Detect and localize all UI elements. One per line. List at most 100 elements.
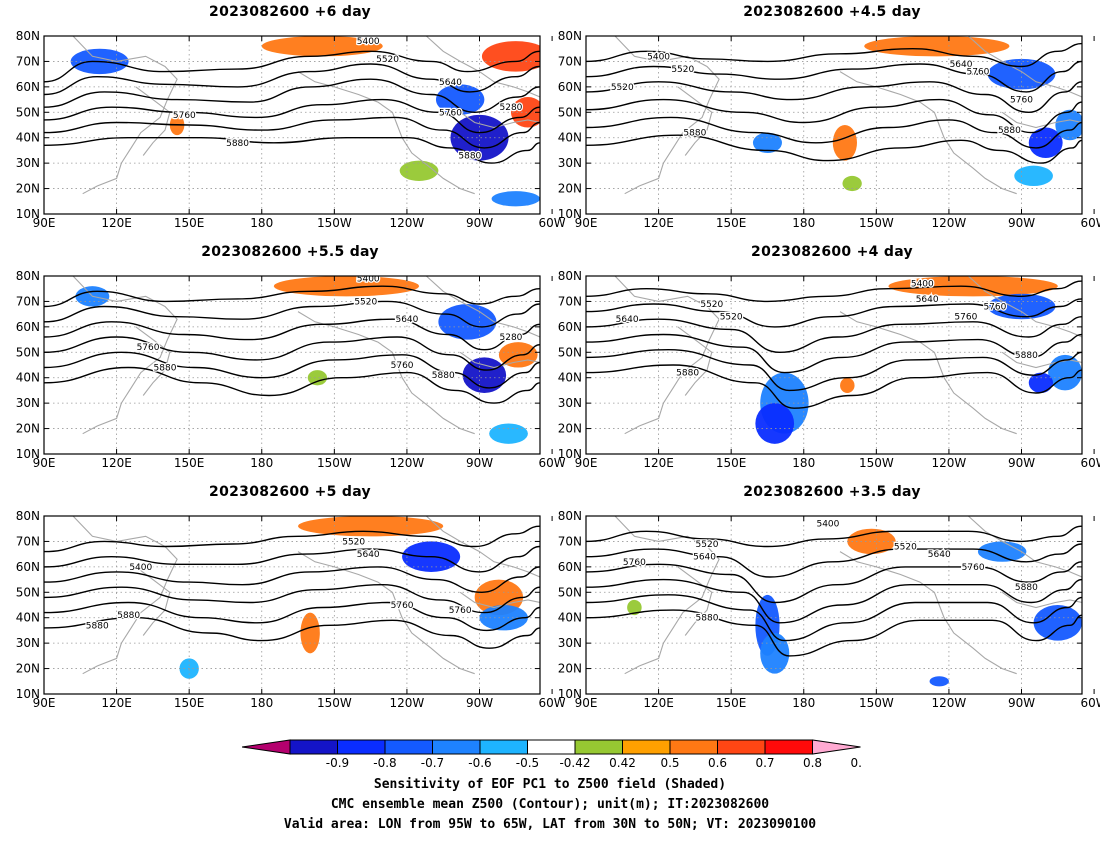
contour-label: 5400 bbox=[911, 280, 934, 290]
colorbar-level-label: 0.42 bbox=[609, 756, 636, 770]
lat-tick-label: 30N bbox=[558, 636, 582, 650]
map-frame bbox=[43, 35, 541, 215]
coastline bbox=[614, 516, 720, 675]
sensitivity-shading bbox=[1033, 605, 1082, 641]
lon-tick-label: 90E bbox=[575, 216, 598, 230]
z500-contour bbox=[586, 594, 1082, 642]
coastline bbox=[72, 36, 178, 195]
sensitivity-shading bbox=[627, 599, 642, 616]
z500-contour bbox=[586, 609, 1082, 657]
z500-contour bbox=[586, 348, 1082, 392]
lat-tick-label: 80N bbox=[16, 29, 40, 43]
colorbar-swatch bbox=[574, 739, 623, 755]
z500-contour bbox=[44, 137, 540, 164]
contour-label: 5760 bbox=[439, 108, 462, 118]
coastline bbox=[1001, 351, 1082, 369]
contour-label: 5880 bbox=[998, 126, 1021, 136]
contour-label: 5760 bbox=[137, 343, 160, 353]
lon-tick-label: 120E bbox=[643, 696, 674, 710]
lon-tick-label: 180 bbox=[250, 456, 273, 470]
lat-tick-label: 50N bbox=[16, 585, 40, 599]
lat-tick-label: 80N bbox=[16, 509, 40, 523]
z500-contour bbox=[586, 561, 1082, 604]
contour-label: 5640 bbox=[693, 553, 716, 563]
contour-label: 5280 bbox=[500, 333, 523, 343]
lat-tick-label: 60N bbox=[558, 320, 582, 334]
colorbar-level-label: 0.7 bbox=[755, 756, 774, 770]
lon-tick-label: 180 bbox=[250, 696, 273, 710]
contour-label: 5520 bbox=[671, 65, 694, 75]
colorbar-swatch bbox=[669, 739, 718, 755]
map-panel-day-5-5: 2023082600 +5.5 day 5400 5520 5640 5280 5760… bbox=[0, 244, 566, 476]
lon-tick-label: 120E bbox=[101, 696, 132, 710]
coastline bbox=[677, 566, 713, 636]
z500-contour bbox=[44, 63, 540, 96]
colorbar-level-label: -0.7 bbox=[421, 756, 444, 770]
lon-tick-label: 90W bbox=[1008, 216, 1035, 230]
panel-title: 2023082600 +6 day bbox=[209, 4, 371, 20]
colorbar-level-label: -0.5 bbox=[516, 756, 539, 770]
lon-tick-label: 180 bbox=[792, 216, 815, 230]
lat-tick-label: 80N bbox=[16, 269, 40, 283]
coastline bbox=[135, 566, 171, 636]
lat-tick-label: 50N bbox=[16, 345, 40, 359]
z500-contour bbox=[44, 566, 540, 594]
lon-tick-label: 120W bbox=[390, 456, 425, 470]
z500-contour bbox=[586, 578, 1082, 624]
panel-title: 2023082600 +5 day bbox=[209, 484, 371, 500]
lat-tick-label: 80N bbox=[558, 509, 582, 523]
sensitivity-shading bbox=[1028, 127, 1063, 159]
lat-tick-label: 10N bbox=[558, 207, 582, 221]
lon-tick-label: 90W bbox=[466, 216, 493, 230]
lon-tick-label: 90E bbox=[575, 696, 598, 710]
sensitivity-shading bbox=[1055, 109, 1082, 141]
contour-label: 5520 bbox=[611, 83, 634, 93]
lat-tick-label: 30N bbox=[16, 396, 40, 410]
sensitivity-shading bbox=[977, 541, 1027, 562]
contour-label: 5880 bbox=[1015, 351, 1038, 361]
lat-tick-label: 10N bbox=[558, 687, 582, 701]
contour-label: 5880 bbox=[1015, 583, 1038, 593]
lon-tick-label: 120W bbox=[932, 216, 967, 230]
contour-label: 5640 bbox=[950, 60, 973, 70]
map-panel-day-4-5: 2023082600 +4.5 day 5400 5520 5520 5640 5760… bbox=[542, 4, 1100, 236]
contour-label: 5640 bbox=[439, 78, 462, 88]
panel-title: 2023082600 +4.5 day bbox=[743, 4, 921, 20]
sensitivity-shading bbox=[929, 676, 949, 687]
contour-label: 5760 bbox=[391, 601, 414, 611]
lon-tick-label: 90W bbox=[466, 696, 493, 710]
lon-tick-label: 120E bbox=[101, 216, 132, 230]
lat-tick-label: 50N bbox=[558, 585, 582, 599]
lon-tick-label: 180 bbox=[792, 696, 815, 710]
map-frame bbox=[585, 275, 1083, 455]
coastline bbox=[459, 111, 540, 129]
colorbar-level-label: -0.42 bbox=[559, 756, 590, 770]
figure-caption: Sensitivity of EOF PC1 to Z500 field (Sh… bbox=[0, 775, 1100, 835]
lon-tick-label: 150W bbox=[317, 696, 352, 710]
lat-tick-label: 20N bbox=[16, 422, 40, 436]
caption-line-valid: Valid area: LON from 95W to 65W, LAT fro… bbox=[283, 817, 817, 832]
colorbar-level-label: -0.8 bbox=[373, 756, 396, 770]
lon-tick-label: 90W bbox=[1008, 456, 1035, 470]
colorbar-level-label: -0.9 bbox=[326, 756, 349, 770]
z500-contour bbox=[44, 78, 540, 114]
contour-label: 5760 bbox=[623, 558, 646, 568]
z500-contour bbox=[44, 336, 540, 371]
lat-tick-label: 60N bbox=[16, 80, 40, 94]
z500-contour bbox=[44, 583, 540, 614]
lat-tick-label: 60N bbox=[16, 560, 40, 574]
lat-tick-label: 50N bbox=[16, 105, 40, 119]
colorbar-swatch bbox=[337, 739, 386, 755]
lon-tick-label: 120W bbox=[932, 456, 967, 470]
sensitivity-shading bbox=[261, 36, 383, 57]
lon-tick-label: 150W bbox=[859, 216, 894, 230]
lon-tick-label: 90E bbox=[33, 456, 56, 470]
contour-label: 5520 bbox=[696, 540, 719, 550]
map-frame bbox=[585, 35, 1083, 215]
coastline bbox=[1001, 111, 1082, 129]
lon-tick-label: 150W bbox=[859, 456, 894, 470]
contour-label: 5880 bbox=[154, 364, 177, 374]
z500-contour bbox=[44, 525, 540, 553]
